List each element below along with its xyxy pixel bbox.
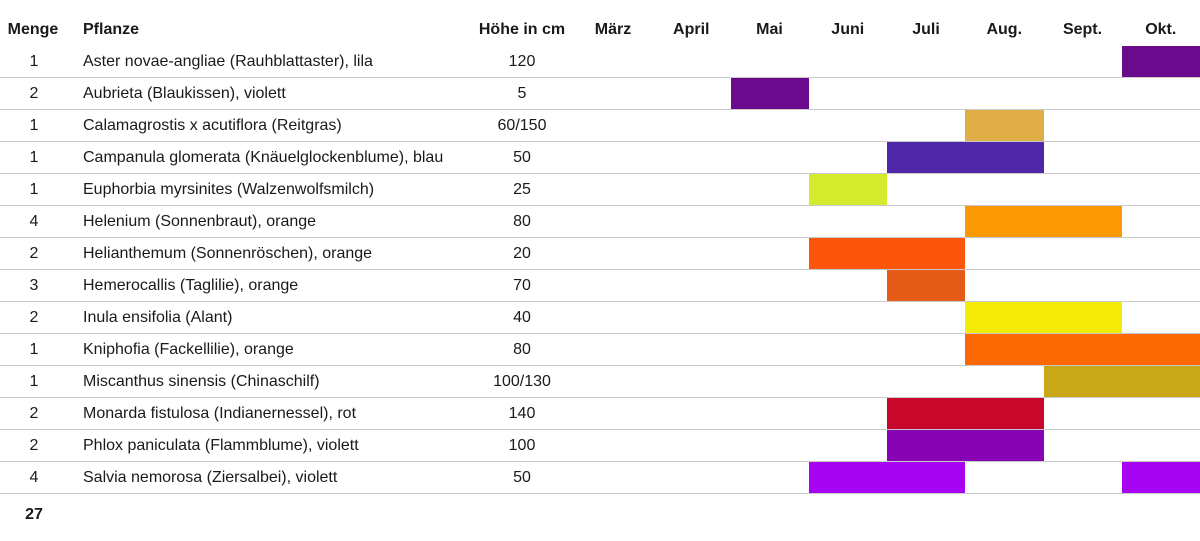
plant-name-cell: Aubrieta (Blaukissen), violett [83, 85, 286, 102]
height-cell: 100/130 [493, 373, 551, 390]
table-row: 2 Monarda fistulosa (Indianernessel), rot… [0, 398, 1200, 430]
plant-name-cell: Helenium (Sonnenbraut), orange [83, 213, 317, 230]
bloom-period-bar [808, 462, 966, 493]
table-row: 1 Campanula glomerata (Knäuelglockenblume… [0, 142, 1200, 174]
month-header: Okt. [1145, 21, 1177, 38]
height-cell: 140 [508, 405, 536, 422]
plant-name-cell: Inula ensifolia (Alant) [83, 309, 233, 326]
plant-name-cell: Campanula glomerata (Knäuelglockenblume)… [83, 149, 444, 166]
quantity-cell: 1 [29, 53, 39, 70]
quantity-cell: 2 [29, 245, 39, 262]
table-row: 1 Miscanthus sinensis (Chinaschilf) 100/13… [0, 366, 1200, 398]
bloom-period-bar [1043, 366, 1200, 397]
height-cell: 80 [513, 213, 531, 230]
table-row: 2 Helianthemum (Sonnenröschen), orange 20 [0, 238, 1200, 270]
height-cell: 25 [513, 181, 531, 198]
bloom-period-bar [1121, 46, 1200, 77]
quantity-cell: 1 [29, 373, 39, 390]
height-cell: 50 [513, 149, 531, 166]
quantity-cell: 2 [29, 405, 39, 422]
bloom-period-bar [1121, 462, 1200, 493]
table-row: 4 Helenium (Sonnenbraut), orange 80 [0, 206, 1200, 238]
table-row: 2 Aubrieta (Blaukissen), violett 5 [0, 78, 1200, 110]
quantity-cell: 4 [29, 213, 39, 230]
quantity-cell: 2 [29, 309, 39, 326]
quantity-cell: 2 [29, 85, 39, 102]
height-cell: 50 [513, 469, 531, 486]
bloom-period-bar [887, 142, 1044, 173]
bloom-period-bar [965, 206, 1122, 237]
month-header: Sept. [1062, 21, 1103, 38]
table-row: 2 Phlox paniculata (Flammblume), violett 1… [0, 430, 1200, 462]
bloom-period-bar [808, 174, 887, 205]
bloom-period-bar [887, 430, 1044, 461]
bloom-period-bar [965, 334, 1200, 365]
column-header-menge: Menge [7, 21, 59, 38]
plant-name-cell: Phlox paniculata (Flammblume), violett [83, 437, 359, 454]
height-cell: 20 [513, 245, 531, 262]
month-header: April [673, 21, 710, 38]
quantity-cell: 1 [29, 149, 39, 166]
bloom-period-bar [887, 270, 966, 301]
table-row: 1 Aster novae-angliae (Rauhblattaster), l… [0, 46, 1200, 78]
height-cell: 40 [513, 309, 531, 326]
column-header-hoehe: Höhe in cm [478, 21, 566, 38]
plant-name-cell: Monarda fistulosa (Indianernessel), rot [83, 405, 357, 422]
table-row: 1 Calamagrostis x acutiflora (Reitgras) 60… [0, 110, 1200, 142]
bloom-period-bar [730, 78, 809, 109]
height-cell: 60/150 [497, 117, 547, 134]
height-cell: 120 [508, 53, 536, 70]
height-cell: 80 [513, 341, 531, 358]
plant-name-cell: Calamagrostis x acutiflora (Reitgras) [83, 117, 342, 134]
month-header: Juni [831, 21, 865, 38]
height-cell: 5 [517, 85, 527, 102]
month-header: Mai [756, 21, 783, 38]
plant-name-cell: Helianthemum (Sonnenröschen), orange [83, 245, 373, 262]
plant-name-cell: Salvia nemorosa (Ziersalbei), violett [83, 469, 338, 486]
quantity-cell: 1 [29, 181, 39, 198]
total-quantity: 27 [25, 506, 43, 523]
plant-name-cell: Kniphofia (Fackellilie), orange [83, 341, 294, 358]
height-cell: 100 [508, 437, 536, 454]
quantity-cell: 1 [29, 341, 39, 358]
month-header: Aug. [986, 21, 1023, 38]
bloom-period-bar [965, 302, 1122, 333]
height-cell: 70 [513, 277, 531, 294]
quantity-cell: 2 [29, 437, 39, 454]
bloom-period-bar [887, 398, 1044, 429]
bloom-period-bar [965, 110, 1044, 141]
quantity-cell: 3 [29, 277, 39, 294]
table-row: 3 Hemerocallis (Taglilie), orange 70 [0, 270, 1200, 302]
plant-name-cell: Miscanthus sinensis (Chinaschilf) [83, 373, 320, 390]
quantity-cell: 4 [29, 469, 39, 486]
column-header-pflanze: Pflanze [83, 21, 140, 38]
month-header: Juli [912, 21, 940, 38]
bloom-period-bar [808, 238, 966, 269]
table-row: 1 Kniphofia (Fackellilie), orange 80 [0, 334, 1200, 366]
table-row: 1 Euphorbia myrsinites (Walzenwolfsmilch)… [0, 174, 1200, 206]
plant-name-cell: Euphorbia myrsinites (Walzenwolfsmilch) [83, 181, 375, 198]
month-header: März [594, 21, 632, 38]
plant-name-cell: Aster novae-angliae (Rauhblattaster), li… [83, 53, 373, 70]
quantity-cell: 1 [29, 117, 39, 134]
table-row: 2 Inula ensifolia (Alant) 40 [0, 302, 1200, 334]
table-row: 4 Salvia nemorosa (Ziersalbei), violett 50 [0, 462, 1200, 494]
plant-name-cell: Hemerocallis (Taglilie), orange [83, 277, 299, 294]
